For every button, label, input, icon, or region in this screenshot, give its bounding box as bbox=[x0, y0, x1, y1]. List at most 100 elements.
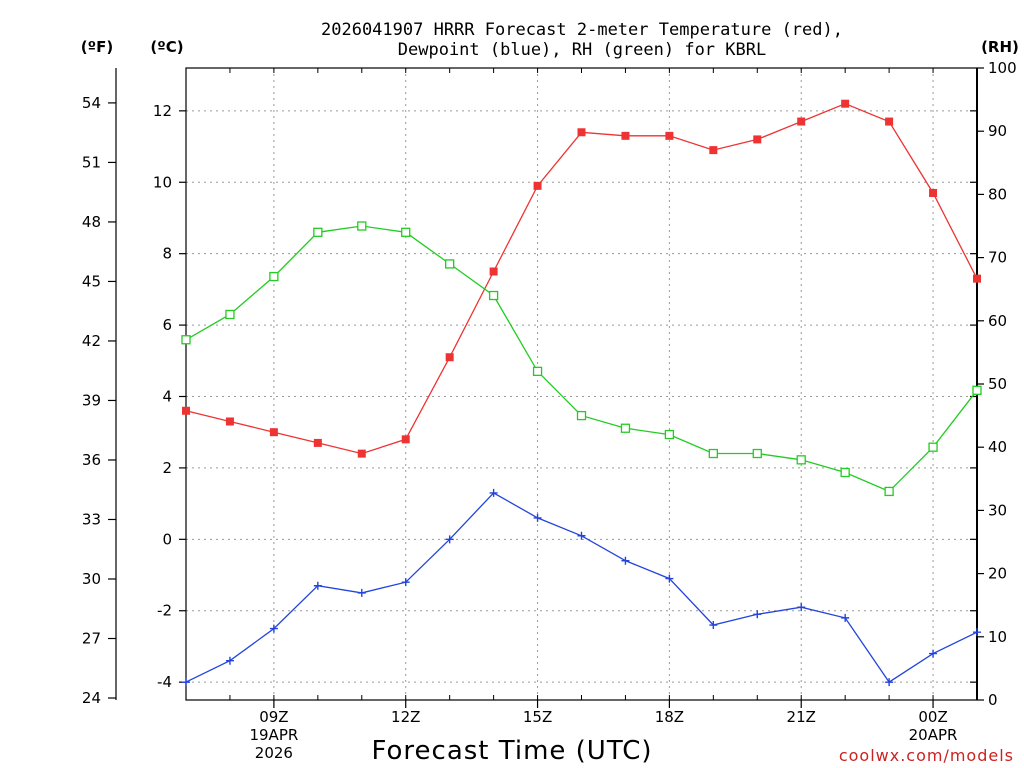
time-tick-label: 2026 bbox=[255, 744, 293, 762]
fahrenheit-tick-label: 39 bbox=[82, 391, 101, 409]
dewpoint-point bbox=[269, 624, 278, 633]
rh-point bbox=[181, 335, 191, 345]
celsius-tick-label: 0 bbox=[162, 530, 172, 548]
temperature-point bbox=[973, 274, 981, 283]
rh-point bbox=[269, 271, 279, 282]
fahrenheit-tick-label: 30 bbox=[82, 570, 101, 588]
rh-tick-label: 50 bbox=[988, 375, 1007, 393]
temperature-point bbox=[885, 117, 894, 126]
fahrenheit-tick-label: 48 bbox=[82, 213, 101, 231]
fahrenheit-tick-label: 45 bbox=[82, 272, 101, 290]
time-tick-label: 15Z bbox=[523, 708, 552, 726]
rh-tick-label: 80 bbox=[988, 185, 1007, 203]
dewpoint-point bbox=[401, 578, 410, 587]
time-tick-label: 12Z bbox=[391, 708, 420, 726]
credit-text: coolwx.com/models bbox=[839, 746, 1014, 765]
temperature-point bbox=[621, 131, 630, 140]
rh-point bbox=[796, 455, 806, 465]
rh-series bbox=[181, 221, 982, 497]
fahrenheit-axis-unit: (ºF) bbox=[81, 38, 113, 56]
tick-labels: -4-2024681012242730333639424548515401020… bbox=[82, 59, 1017, 762]
fahrenheit-tick-label: 36 bbox=[82, 451, 101, 469]
celsius-tick-label: 8 bbox=[162, 245, 172, 263]
x-axis-label: Forecast Time (UTC) bbox=[371, 736, 652, 766]
rh-point bbox=[225, 309, 235, 320]
rh-point bbox=[620, 423, 631, 433]
dewpoint-point bbox=[577, 531, 586, 540]
rh-tick-label: 100 bbox=[988, 59, 1017, 77]
temperature-point bbox=[269, 428, 278, 437]
temperature-point bbox=[797, 117, 806, 126]
temperature-point bbox=[313, 438, 322, 447]
rh-point bbox=[357, 221, 367, 231]
rh-tick-label: 40 bbox=[988, 438, 1007, 456]
dewpoint-point bbox=[973, 628, 981, 637]
time-tick-label: 20APR bbox=[909, 726, 958, 744]
dewpoint-point bbox=[665, 574, 674, 583]
temperature-point bbox=[753, 135, 762, 144]
time-tick-label: 21Z bbox=[787, 708, 816, 726]
temperature-point bbox=[357, 449, 366, 458]
temperature-point bbox=[533, 181, 542, 190]
celsius-tick-label: 6 bbox=[162, 316, 172, 334]
dewpoint-point bbox=[621, 556, 630, 565]
temperature-point bbox=[929, 188, 938, 197]
rh-point bbox=[928, 442, 938, 452]
rh-point bbox=[972, 385, 982, 395]
rh-tick-label: 30 bbox=[988, 501, 1007, 519]
dewpoint-series bbox=[182, 488, 981, 687]
temperature-point bbox=[577, 128, 586, 137]
rh-point bbox=[840, 467, 850, 478]
rh-point bbox=[313, 227, 323, 237]
temperature-point bbox=[401, 435, 410, 444]
plot-frame bbox=[185, 67, 978, 701]
dewpoint-point bbox=[709, 621, 718, 630]
time-tick-label: 18Z bbox=[655, 708, 684, 726]
rh-tick-label: 10 bbox=[988, 628, 1007, 646]
dewpoint-point bbox=[753, 610, 762, 619]
rh-point bbox=[445, 259, 455, 269]
series-layer bbox=[181, 99, 982, 687]
rh-point bbox=[752, 448, 762, 459]
fahrenheit-tick-label: 54 bbox=[82, 94, 101, 112]
dewpoint-point bbox=[357, 588, 366, 597]
temperature-point bbox=[709, 146, 718, 155]
rh-point bbox=[664, 429, 675, 440]
rh-tick-label: 0 bbox=[988, 691, 998, 709]
temperature-point bbox=[182, 406, 190, 415]
celsius-tick-label: -4 bbox=[157, 673, 172, 691]
rh-point bbox=[884, 486, 894, 497]
chart-title-line-1: 2026041907 HRRR Forecast 2-meter Tempera… bbox=[321, 20, 843, 40]
rh-tick-label: 70 bbox=[988, 249, 1007, 267]
dewpoint-point bbox=[313, 581, 322, 590]
dewpoint-point bbox=[445, 535, 454, 544]
time-tick-label: 00Z bbox=[918, 708, 947, 726]
time-tick-label: 19APR bbox=[249, 726, 298, 744]
chart-title-line-2: Dewpoint (blue), RH (green) for KBRL bbox=[398, 40, 766, 60]
dewpoint-point bbox=[225, 656, 234, 665]
dewpoint-point bbox=[929, 649, 938, 658]
dewpoint-point bbox=[797, 603, 806, 612]
fahrenheit-tick-label: 51 bbox=[82, 153, 101, 171]
rh-tick-label: 20 bbox=[988, 565, 1007, 583]
temperature-line bbox=[185, 102, 978, 455]
rh-line bbox=[185, 225, 978, 493]
rh-tick-label: 60 bbox=[988, 312, 1007, 330]
fahrenheit-tick-label: 27 bbox=[82, 630, 101, 648]
temperature-point bbox=[665, 131, 674, 140]
dewpoint-point bbox=[489, 488, 498, 497]
celsius-tick-label: 4 bbox=[162, 387, 172, 405]
grid-lines bbox=[186, 68, 977, 700]
celsius-tick-label: 10 bbox=[153, 173, 172, 191]
dewpoint-point bbox=[841, 613, 850, 622]
celsius-tick-label: 12 bbox=[153, 102, 172, 120]
axes bbox=[108, 67, 984, 708]
rh-axis-unit: (RH) bbox=[981, 38, 1019, 56]
fahrenheit-tick-label: 24 bbox=[82, 689, 101, 707]
temperature-point bbox=[489, 267, 498, 276]
dewpoint-line bbox=[185, 492, 978, 683]
rh-point bbox=[401, 227, 411, 237]
fahrenheit-tick-label: 33 bbox=[82, 510, 101, 528]
celsius-axis-unit: (ºC) bbox=[150, 38, 183, 56]
